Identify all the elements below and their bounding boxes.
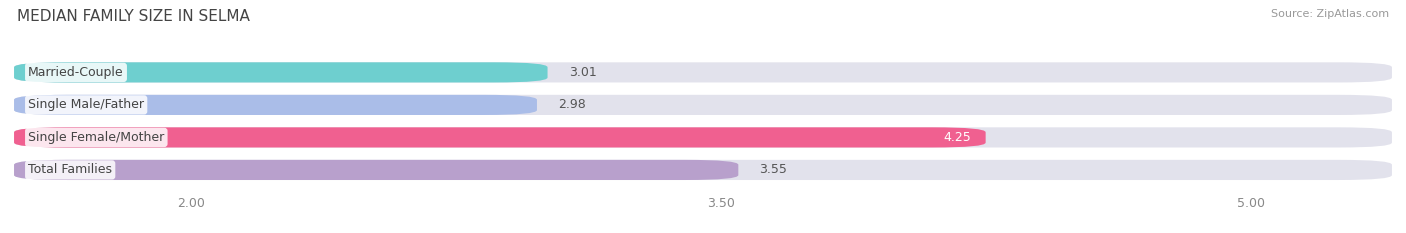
Text: Total Families: Total Families [28, 163, 112, 176]
Text: Single Male/Father: Single Male/Father [28, 98, 145, 111]
FancyBboxPatch shape [14, 62, 1392, 82]
FancyBboxPatch shape [14, 95, 1392, 115]
Text: 4.25: 4.25 [943, 131, 972, 144]
FancyBboxPatch shape [14, 127, 1392, 147]
Text: Married-Couple: Married-Couple [28, 66, 124, 79]
FancyBboxPatch shape [14, 160, 1392, 180]
Text: 3.01: 3.01 [569, 66, 596, 79]
Text: Source: ZipAtlas.com: Source: ZipAtlas.com [1271, 9, 1389, 19]
FancyBboxPatch shape [14, 62, 547, 82]
Text: 3.55: 3.55 [759, 163, 787, 176]
FancyBboxPatch shape [14, 160, 738, 180]
Text: 2.98: 2.98 [558, 98, 586, 111]
FancyBboxPatch shape [14, 95, 537, 115]
Text: Single Female/Mother: Single Female/Mother [28, 131, 165, 144]
Text: MEDIAN FAMILY SIZE IN SELMA: MEDIAN FAMILY SIZE IN SELMA [17, 9, 250, 24]
FancyBboxPatch shape [14, 127, 986, 147]
